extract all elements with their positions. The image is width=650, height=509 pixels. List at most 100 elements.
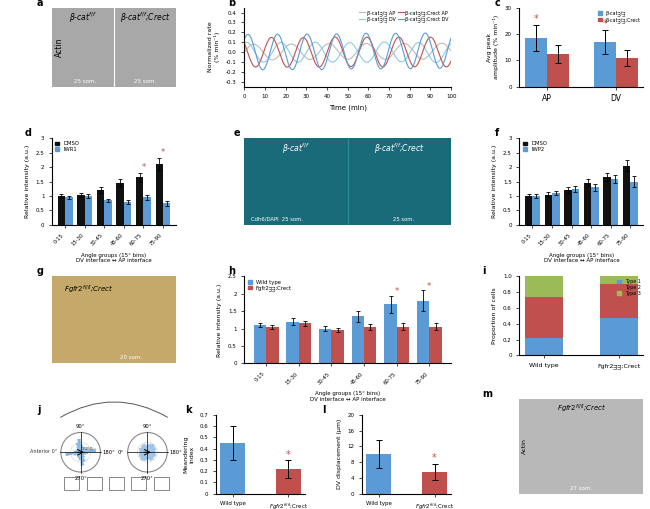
β-catᴟ/ᴟ AP	[447, 48, 455, 54]
Text: 25 som.: 25 som.	[134, 79, 156, 83]
Bar	[77, 194, 84, 225]
Legend: β-catᴟ/ᴟ AP, β-catᴟ/ᴟ DV, β-catᴟ/ᴟ;Crect AP, β-catᴟ/ᴟ;Crect DV: β-catᴟ/ᴟ AP, β-catᴟ/ᴟ DV, β-catᴟ/ᴟ;Crect…	[358, 8, 450, 24]
X-axis label: Angle groups (15° bins)
DV interface ↔ AP interface: Angle groups (15° bins) DV interface ↔ A…	[543, 252, 619, 263]
Wedge shape	[148, 444, 150, 453]
Y-axis label: DV displacement (μm): DV displacement (μm)	[337, 419, 342, 490]
Bar	[552, 193, 560, 225]
β-catᴟ/ᴟ;Crect DV	[259, 67, 267, 73]
Bar	[116, 183, 124, 225]
Y-axis label: Normalized rate
(% min⁻¹): Normalized rate (% min⁻¹)	[209, 22, 220, 72]
Text: Cdh6/DAPI  25 som.: Cdh6/DAPI 25 som.	[250, 217, 302, 221]
Legend: Wild type, Fgfr2ᴟᴟ;Crect: Wild type, Fgfr2ᴟᴟ;Crect	[247, 279, 292, 292]
Text: f: f	[495, 128, 499, 138]
β-catᴟ/ᴟ;Crect DV	[294, 55, 302, 62]
Wedge shape	[81, 448, 88, 453]
Wedge shape	[81, 453, 88, 454]
Wedge shape	[148, 453, 156, 457]
Y-axis label: Relative intensity (a.u.): Relative intensity (a.u.)	[25, 145, 30, 218]
Bar	[352, 317, 364, 363]
Text: 30: 30	[85, 447, 90, 451]
Bar	[364, 327, 376, 363]
Text: 270°: 270°	[141, 476, 154, 481]
Bar	[430, 327, 442, 363]
Bar	[287, 322, 299, 363]
Bar	[571, 189, 579, 225]
β-catᴟ/ᴟ DV	[334, 55, 342, 61]
Text: *: *	[141, 163, 146, 172]
β-catᴟ/ᴟ;Crect AP	[335, 37, 343, 43]
Wedge shape	[148, 444, 155, 453]
Wedge shape	[81, 449, 84, 453]
Wedge shape	[148, 453, 155, 455]
β-catᴟ/ᴟ DV	[240, 40, 248, 46]
Bar	[525, 297, 563, 338]
β-catᴟ/ᴟ;Crect AP	[332, 34, 339, 40]
Wedge shape	[139, 450, 148, 453]
Wedge shape	[148, 448, 156, 453]
β-catᴟ/ᴟ AP	[396, 42, 404, 48]
β-catᴟ/ᴟ AP	[278, 50, 285, 56]
Text: $\beta$-cat$^{f/f}$;Crect: $\beta$-cat$^{f/f}$;Crect	[120, 11, 170, 25]
Bar	[276, 469, 301, 494]
Wedge shape	[66, 453, 81, 456]
β-catᴟ/ᴟ DV	[362, 59, 370, 65]
Legend: DMSO, IWR1: DMSO, IWR1	[55, 140, 80, 153]
Bar	[84, 196, 92, 225]
Wedge shape	[138, 453, 148, 457]
β-catᴟ/ᴟ;Crect AP	[277, 54, 285, 60]
Wedge shape	[148, 453, 154, 460]
Text: Actin: Actin	[55, 37, 64, 57]
Bar	[163, 203, 170, 225]
Text: a: a	[37, 0, 44, 8]
Wedge shape	[81, 453, 85, 458]
Legend: β-catᴟ/ᴟ, β-catᴟ/ᴟ;Crect: β-catᴟ/ᴟ, β-catᴟ/ᴟ;Crect	[597, 10, 641, 23]
β-catᴟ/ᴟ DV	[447, 41, 455, 47]
Wedge shape	[146, 445, 148, 453]
Bar	[592, 187, 599, 225]
Wedge shape	[76, 447, 81, 453]
β-catᴟ/ᴟ DV	[294, 59, 302, 65]
Line: β-catᴟ/ᴟ;Crect AP: β-catᴟ/ᴟ;Crect AP	[244, 37, 451, 67]
β-catᴟ/ᴟ;Crect DV	[278, 37, 285, 43]
Legend: Type 1, Type 2, Type 3: Type 1, Type 2, Type 3	[616, 279, 641, 296]
β-catᴟ/ᴟ AP	[294, 45, 302, 51]
Text: $\beta$-cat$^{f/f}$;Crect: $\beta$-cat$^{f/f}$;Crect	[374, 142, 424, 156]
Bar	[564, 190, 571, 225]
Text: $Fgfr2^{fl/fl}$;Crect: $Fgfr2^{fl/fl}$;Crect	[556, 403, 606, 415]
β-catᴟ/ᴟ DV	[380, 39, 388, 45]
Bar	[299, 323, 311, 363]
Wedge shape	[77, 439, 81, 453]
Bar	[220, 443, 245, 494]
Bar	[422, 472, 447, 494]
Bar	[254, 325, 266, 363]
Wedge shape	[73, 450, 81, 453]
β-catᴟ/ᴟ;Crect DV	[334, 32, 342, 38]
Text: $Fgfr2^{fl/fl}$;Crect: $Fgfr2^{fl/fl}$;Crect	[64, 284, 114, 296]
Text: e: e	[234, 128, 240, 138]
Wedge shape	[141, 444, 148, 453]
Wedge shape	[148, 446, 155, 453]
Text: Actin: Actin	[522, 438, 527, 454]
Wedge shape	[79, 453, 81, 460]
Bar	[144, 197, 151, 225]
β-catᴟ/ᴟ AP	[240, 49, 248, 55]
Line: β-catᴟ/ᴟ DV: β-catᴟ/ᴟ DV	[244, 42, 451, 63]
Text: *: *	[427, 281, 432, 291]
Wedge shape	[143, 443, 148, 453]
β-catᴟ/ᴟ;Crect DV	[363, 30, 370, 36]
Bar	[104, 201, 112, 225]
Wedge shape	[77, 453, 81, 457]
Text: g: g	[37, 266, 44, 276]
Wedge shape	[77, 449, 81, 453]
Text: c: c	[495, 0, 501, 8]
Wedge shape	[140, 453, 148, 459]
β-catᴟ/ᴟ AP	[334, 48, 342, 54]
Wedge shape	[81, 447, 84, 453]
Text: 25 som.: 25 som.	[74, 79, 97, 83]
Legend: DMSO, IWP2: DMSO, IWP2	[522, 140, 547, 153]
Wedge shape	[81, 453, 84, 466]
Text: *: *	[286, 449, 291, 460]
β-catᴟ/ᴟ;Crect AP	[447, 58, 455, 64]
X-axis label: Time (min): Time (min)	[329, 105, 367, 111]
Text: 90°: 90°	[76, 424, 85, 429]
